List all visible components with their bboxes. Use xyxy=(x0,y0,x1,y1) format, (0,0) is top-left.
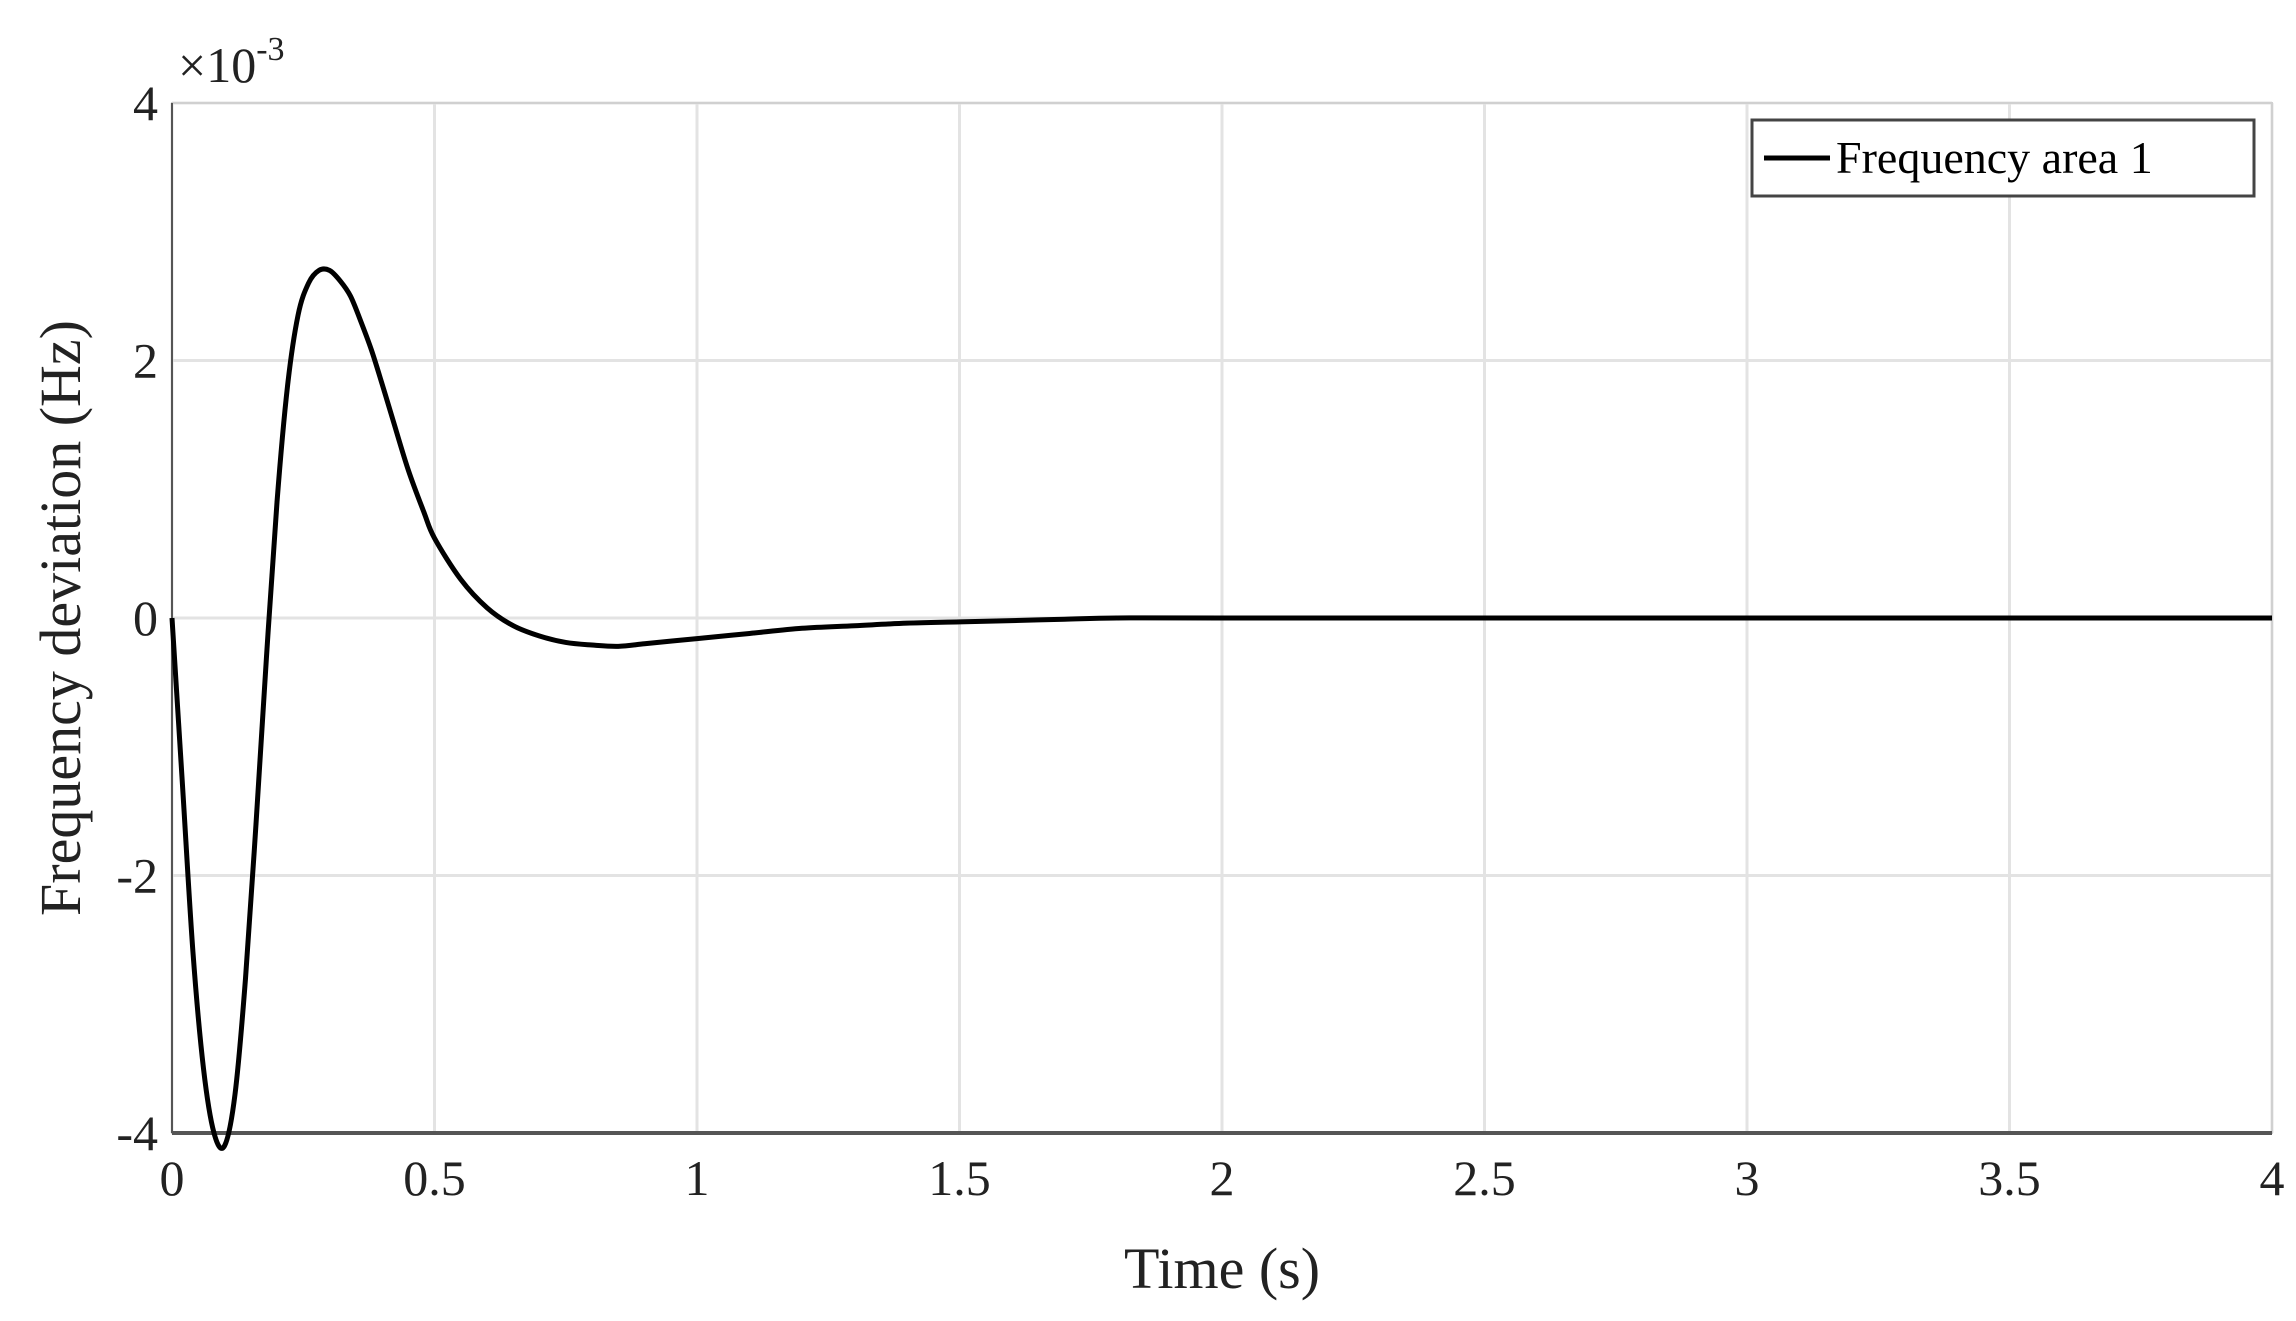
y-tick-label: -4 xyxy=(116,1105,158,1161)
y-tick-label: 0 xyxy=(133,590,158,646)
y-tick-label: 2 xyxy=(133,333,158,389)
y-axis-exponent: ×10-3 xyxy=(178,31,285,93)
y-tick-label: 4 xyxy=(133,75,158,131)
y-axis-exponent-power: -3 xyxy=(256,31,284,68)
y-axis-exponent-base: ×10 xyxy=(178,37,256,93)
series-line-frequency-area-1 xyxy=(169,266,2272,1151)
x-tick-label: 0.5 xyxy=(403,1150,466,1206)
x-tick-label: 0 xyxy=(160,1150,185,1206)
y-tick-labels: -4 -2 0 2 4 xyxy=(116,75,158,1161)
y-axis-title: Frequency deviation (Hz) xyxy=(28,320,93,916)
x-tick-label: 3.5 xyxy=(1978,1150,2041,1206)
y-tick-label: -2 xyxy=(116,848,158,904)
x-tick-label: 1.5 xyxy=(928,1150,991,1206)
x-tick-labels: 0 0.5 1 1.5 2 2.5 3 3.5 4 xyxy=(160,1150,2285,1206)
legend-label-frequency-area-1: Frequency area 1 xyxy=(1836,132,2153,183)
x-tick-label: 3 xyxy=(1735,1150,1760,1206)
x-tick-label: 2.5 xyxy=(1453,1150,1516,1206)
x-tick-label: 4 xyxy=(2260,1150,2285,1206)
x-axis-title: Time (s) xyxy=(1124,1236,1320,1301)
x-tick-label: 2 xyxy=(1210,1150,1235,1206)
legend: Frequency area 1 xyxy=(1750,118,2256,198)
legend-box xyxy=(1750,118,2256,198)
x-tick-label: 1 xyxy=(685,1150,710,1206)
